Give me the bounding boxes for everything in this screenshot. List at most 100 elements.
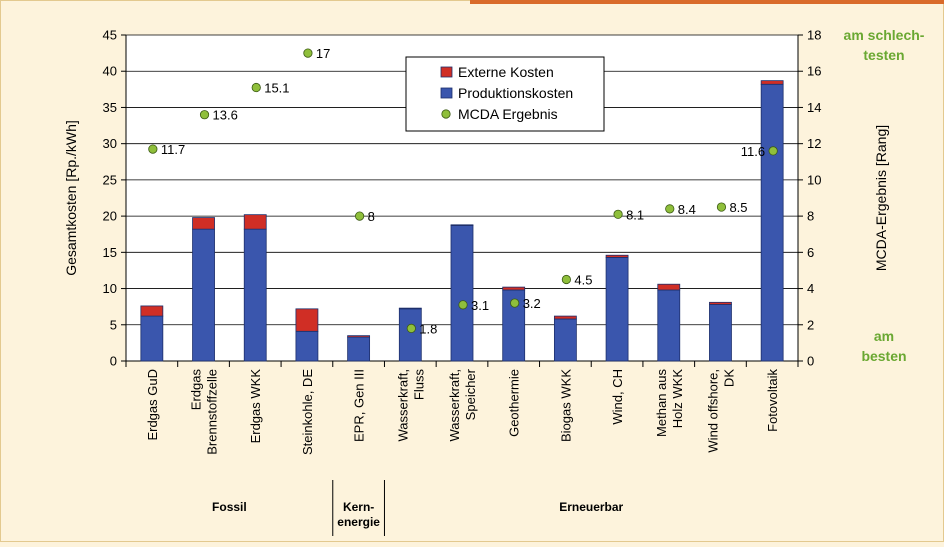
mcda-point bbox=[613, 209, 623, 219]
legend-swatch bbox=[440, 87, 453, 99]
bar-externe-kosten bbox=[192, 217, 215, 230]
bar-produktionskosten bbox=[450, 225, 474, 362]
bar-produktionskosten bbox=[295, 330, 319, 362]
x-category-label: Speicher bbox=[463, 368, 478, 420]
bar-produktionskosten bbox=[605, 257, 629, 362]
y-axis-title-left: Gesamtkosten [Rp./kWh] bbox=[63, 120, 79, 276]
mcda-data-label: 4.5 bbox=[574, 273, 592, 288]
x-category-label: Brennstoffzelle bbox=[205, 369, 220, 455]
bar-produktionskosten bbox=[140, 315, 164, 362]
y-tick-label-left: 10 bbox=[103, 281, 117, 296]
mcda-data-label: 8.4 bbox=[678, 202, 696, 217]
mcda-data-label: 11.7 bbox=[161, 142, 185, 157]
y-tick-label-right: 4 bbox=[807, 281, 814, 296]
mcda-point bbox=[510, 298, 520, 308]
y-tick-label-right: 14 bbox=[807, 100, 821, 115]
group-label: Fossil bbox=[212, 500, 247, 514]
mcda-point bbox=[406, 323, 416, 333]
mcda-point bbox=[768, 146, 778, 156]
mcda-point bbox=[665, 204, 675, 214]
bar-externe-kosten bbox=[398, 307, 422, 310]
x-category-label: Biogas WKK bbox=[558, 369, 573, 442]
mcda-data-label: 1.8 bbox=[419, 321, 437, 336]
mcda-point bbox=[716, 202, 727, 212]
legend-box bbox=[405, 56, 605, 132]
y-tick-label-right: 16 bbox=[807, 64, 821, 79]
x-category-label: Erdgas GuD bbox=[145, 369, 160, 441]
legend-swatch bbox=[440, 66, 453, 78]
bar-externe-kosten bbox=[502, 286, 526, 291]
bar-produktionskosten bbox=[398, 308, 422, 362]
bar-externe-kosten bbox=[243, 214, 267, 230]
y-tick-label-right: 8 bbox=[807, 209, 814, 224]
top-accent-bar bbox=[470, 0, 944, 4]
y-tick-label-left: 5 bbox=[110, 317, 117, 332]
mcda-data-label: 8 bbox=[368, 209, 375, 224]
y-tick-label-left: 25 bbox=[103, 172, 117, 187]
x-category-label: Holz WKK bbox=[670, 369, 685, 429]
bar-externe-kosten bbox=[140, 305, 164, 317]
bar-externe-kosten bbox=[295, 308, 319, 332]
bar-produktionskosten bbox=[709, 304, 732, 362]
x-category-label: Wasserkraft, bbox=[395, 369, 410, 441]
legend-label: Externe Kosten bbox=[458, 64, 554, 80]
y-tick-label-right: 10 bbox=[807, 172, 821, 187]
bar-externe-kosten bbox=[450, 224, 474, 226]
x-category-label: Erdgas bbox=[189, 369, 204, 411]
y-tick-label-left: 45 bbox=[103, 28, 117, 43]
bar-externe-kosten bbox=[347, 335, 371, 338]
y-tick-label-left: 40 bbox=[103, 64, 117, 79]
bar-produktionskosten bbox=[243, 228, 267, 362]
mcda-data-label: 3.1 bbox=[471, 298, 489, 313]
mcda-data-label: 8.1 bbox=[626, 207, 644, 222]
mcda-data-label: 8.5 bbox=[729, 200, 747, 215]
bar-externe-kosten bbox=[605, 254, 629, 258]
bar-produktionskosten bbox=[553, 318, 577, 362]
x-category-label: Wind, CH bbox=[610, 369, 625, 425]
bar-externe-kosten bbox=[657, 283, 681, 291]
group-label: Erneuerbar bbox=[559, 500, 623, 514]
legend-swatch bbox=[441, 109, 451, 119]
x-category-label: Steinkohle, DE bbox=[300, 369, 315, 455]
x-category-label: Fotovoltaik bbox=[765, 369, 780, 432]
mcda-point bbox=[355, 211, 365, 221]
bar-produktionskosten bbox=[657, 289, 681, 362]
y2-bottom-note: am bbox=[874, 328, 894, 344]
bar-externe-kosten bbox=[553, 315, 577, 320]
group-label: energie bbox=[337, 515, 380, 529]
mcda-point bbox=[251, 82, 261, 93]
y-tick-label-right: 6 bbox=[807, 245, 814, 260]
mcda-data-label: 13.6 bbox=[213, 108, 238, 123]
mcda-point bbox=[199, 110, 210, 120]
mcda-point bbox=[561, 274, 571, 285]
y2-top-note: testen bbox=[863, 47, 904, 63]
bar-externe-kosten bbox=[709, 301, 732, 305]
x-category-label: Erdgas WKK bbox=[248, 369, 263, 444]
y-tick-label-left: 20 bbox=[103, 209, 117, 224]
y-tick-label-right: 2 bbox=[807, 317, 814, 332]
y-tick-label-right: 18 bbox=[807, 28, 821, 43]
bar-produktionskosten bbox=[760, 83, 784, 362]
x-category-label: DK bbox=[721, 369, 736, 387]
x-category-label: Methan aus bbox=[654, 369, 669, 437]
y-tick-label-left: 15 bbox=[103, 245, 117, 260]
mcda-point bbox=[458, 300, 468, 310]
bar-externe-kosten bbox=[760, 80, 784, 85]
legend-label: Produktionskosten bbox=[458, 85, 573, 101]
mcda-point bbox=[303, 48, 313, 58]
y-tick-label-right: 0 bbox=[807, 354, 814, 369]
mcda-data-label: 15.1 bbox=[264, 81, 289, 96]
x-category-label: Fluss bbox=[411, 369, 426, 401]
y2-top-note: am schlech- bbox=[844, 27, 925, 43]
mcda-data-label: 11.6 bbox=[741, 144, 765, 159]
x-category-label: EPR, Gen III bbox=[352, 369, 367, 442]
y-axis-title-right: MCDA-Ergebnis [Rang] bbox=[873, 125, 889, 271]
x-category-label: Wasserkraft, bbox=[447, 369, 462, 441]
bar-produktionskosten bbox=[347, 336, 371, 362]
y-tick-label-left: 30 bbox=[103, 136, 117, 151]
y2-bottom-note: besten bbox=[861, 348, 906, 364]
mcda-data-label: 17 bbox=[316, 46, 330, 61]
y-tick-label-left: 0 bbox=[110, 354, 117, 369]
